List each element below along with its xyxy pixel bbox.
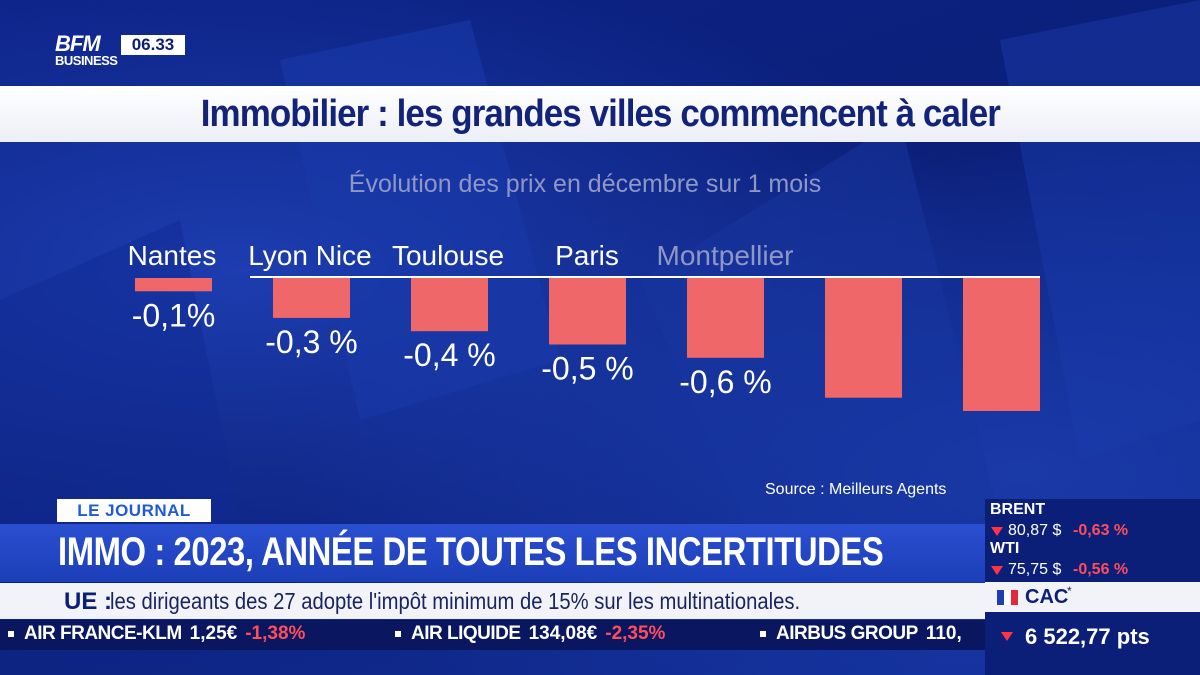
ticker-item: AIR LIQUIDE 134,08€ -2,35% <box>395 623 665 645</box>
french-flag-icon <box>997 590 1018 605</box>
data-labels: -0,1% -0,3 % -0,4 % -0,5 % -0,6 % <box>132 297 772 400</box>
wti-label: WTI <box>990 540 1020 557</box>
clock: 06.33 <box>121 35 185 55</box>
brent-change: -0,63 % <box>1073 522 1129 539</box>
city-label: Montpellier <box>657 240 794 271</box>
headline-bar: IMMO : 2023, ANNÉE DE TOUTES LES INCERTI… <box>0 524 985 582</box>
section-tag: LE JOURNAL <box>57 499 211 522</box>
bullet-icon <box>760 630 766 637</box>
data-label: -0,5 % <box>541 351 633 387</box>
subtitle-bar: UE : les dirigeants des 27 adopte l'impô… <box>0 583 985 619</box>
brent-label: BRENT <box>990 501 1046 518</box>
city-label: Nantes <box>128 240 217 271</box>
down-arrow-icon <box>991 566 1003 575</box>
chart-source: Source : Meilleurs Agents <box>765 481 946 498</box>
bullet-icon <box>395 630 401 637</box>
headline: IMMO : 2023, ANNÉE DE TOUTES LES INCERTI… <box>58 530 884 574</box>
stock-ticker: AIR FRANCE-KLM 1,25€ -1,38% AIR LIQUIDE 134… <box>0 620 985 650</box>
data-label: -0,6 % <box>679 364 771 400</box>
bar-paris <box>687 278 764 358</box>
bar-toulouse <box>549 278 626 345</box>
down-arrow-icon <box>991 527 1003 536</box>
city-labels: Nantes Lyon Nice Toulouse Paris Montpellier <box>128 240 794 271</box>
sub-text: les dirigeants des 27 adopte l'impôt min… <box>110 588 801 614</box>
bar-series-6 <box>963 278 1040 411</box>
wti-change: -0,56 % <box>1073 561 1129 578</box>
wti-value: 75,75 $ <box>1008 561 1062 578</box>
cac-star: * <box>1067 584 1072 598</box>
title-banner: Immobilier : les grandes villes commence… <box>0 86 1200 142</box>
bar-nice <box>411 278 488 332</box>
bfm-business-logo: BFM BUSINESS <box>55 31 118 68</box>
page-title: Immobilier : les grandes villes commence… <box>200 92 1000 135</box>
bar-lyon <box>273 278 350 318</box>
city-label: Paris <box>555 240 619 271</box>
brent-value: 80,87 $ <box>1008 522 1062 539</box>
city-label: Lyon Nice <box>248 240 371 271</box>
data-label: -0,1% <box>132 297 216 333</box>
bars <box>135 278 1040 411</box>
ticker-item: AIRBUS GROUP 110, <box>760 623 970 645</box>
data-label: -0,3 % <box>265 324 357 360</box>
chart-subtitle: Évolution des prix en décembre sur 1 moi… <box>349 169 821 198</box>
city-label: Toulouse <box>392 240 504 271</box>
cac-label-box: CAC * <box>985 582 1200 612</box>
sub-label: UE : <box>64 588 112 615</box>
down-arrow-icon <box>1001 632 1013 641</box>
data-label: -0,4 % <box>403 337 495 373</box>
bullet-icon <box>8 630 14 637</box>
bar-chart: Évolution des prix en décembre sur 1 moi… <box>128 169 1040 498</box>
bar-nantes <box>135 278 212 292</box>
cac-label: CAC <box>1025 586 1069 608</box>
ticker-item: AIR FRANCE-KLM 1,25€ -1,38% <box>8 623 305 645</box>
markets-panel: BRENT 80,87 $ -0,63 % WTI 75,75 $ -0,56 … <box>985 499 1200 675</box>
bar-montpellier <box>825 278 902 398</box>
cac-value: 6 522,77 pts <box>1025 624 1150 649</box>
